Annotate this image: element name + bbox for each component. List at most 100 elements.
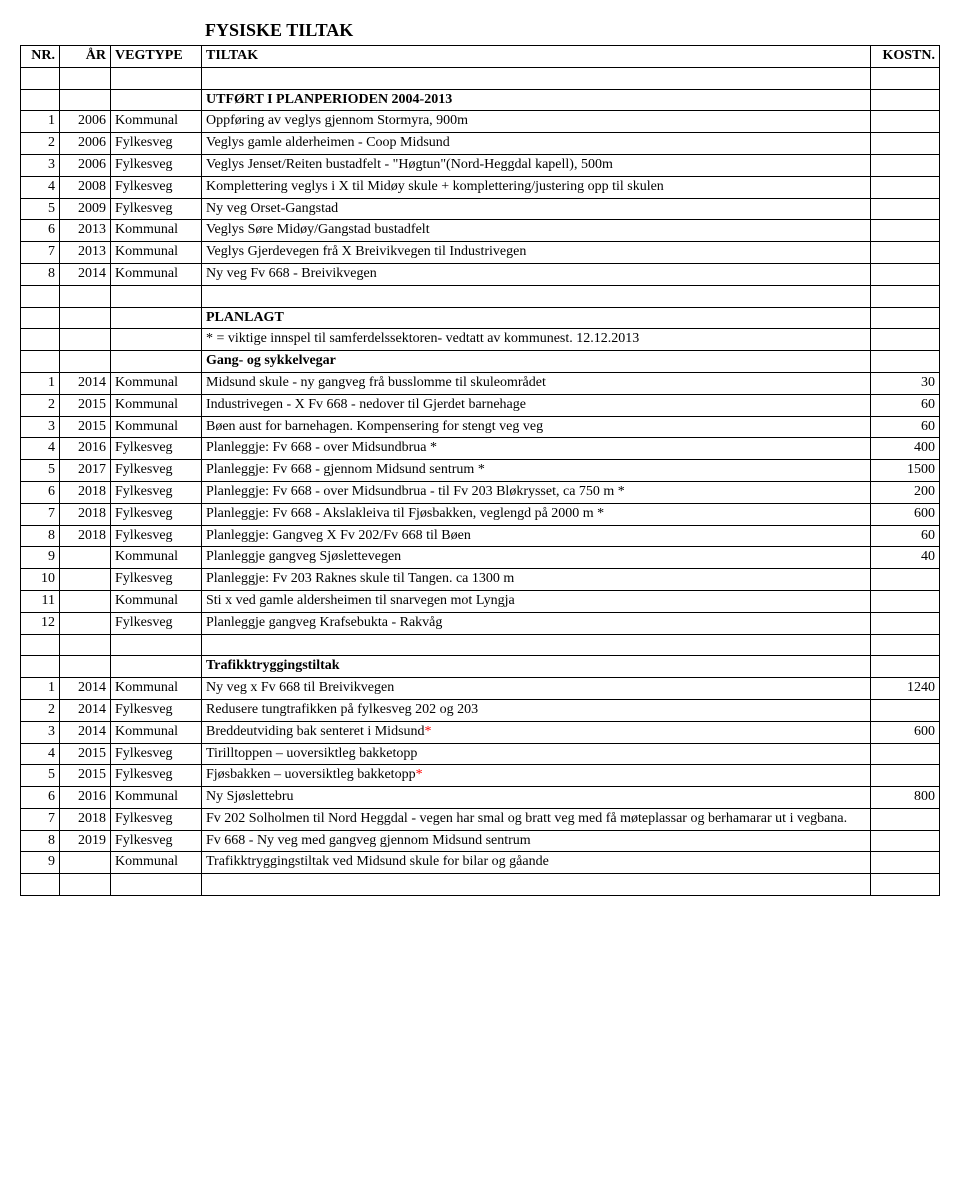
cell-nr: 1: [21, 678, 60, 700]
cell-kostn: [871, 852, 940, 874]
cell-kostn: 200: [871, 481, 940, 503]
cell-nr: 4: [21, 438, 60, 460]
table-row: 72013KommunalVeglys Gjerdevegen frå X Br…: [21, 242, 940, 264]
cell-tiltak: Planleggje gangveg Krafsebukta - Rakvåg: [202, 612, 871, 634]
table-row: 42008FylkesvegKomplettering veglys i X t…: [21, 176, 940, 198]
cell-ar: 2014: [60, 263, 111, 285]
cell-nr: 4: [21, 176, 60, 198]
cell-nr: 6: [21, 481, 60, 503]
table-row: 10FylkesvegPlanleggje: Fv 203 Raknes sku…: [21, 569, 940, 591]
cell-nr: 6: [21, 787, 60, 809]
empty-row: [21, 634, 940, 656]
cell-ar: [60, 547, 111, 569]
cell-veg: Fylkesveg: [111, 460, 202, 482]
cell-kostn: 30: [871, 372, 940, 394]
cell-nr: 5: [21, 460, 60, 482]
table-row: 42016FylkesvegPlanleggje: Fv 668 - over …: [21, 438, 940, 460]
cell-kostn: 400: [871, 438, 940, 460]
cell-veg: Kommunal: [111, 787, 202, 809]
cell-ar: 2008: [60, 176, 111, 198]
cell-tiltak: Ny Sjøslettebru: [202, 787, 871, 809]
cell-veg: Fylkesveg: [111, 569, 202, 591]
cell-ar: 2016: [60, 787, 111, 809]
cell-tiltak: Ny veg Orset-Gangstad: [202, 198, 871, 220]
cell-ar: 2018: [60, 481, 111, 503]
cell-kostn: 60: [871, 525, 940, 547]
cell-ar: 2014: [60, 678, 111, 700]
cell-kostn: [871, 220, 940, 242]
cell-tiltak: Breddeutviding bak senteret i Midsund*: [202, 721, 871, 743]
cell-ar: [60, 590, 111, 612]
table-row: 52009FylkesvegNy veg Orset-Gangstad: [21, 198, 940, 220]
cell-kostn: 800: [871, 787, 940, 809]
cell-kostn: [871, 590, 940, 612]
cell-ar: [60, 852, 111, 874]
trafikk-heading: Trafikktryggingstiltak: [202, 656, 871, 678]
table-row: 62018FylkesvegPlanleggje: Fv 668 - over …: [21, 481, 940, 503]
cell-nr: 8: [21, 830, 60, 852]
cell-nr: 12: [21, 612, 60, 634]
cell-kostn: [871, 612, 940, 634]
cell-tiltak: Planleggje: Fv 668 - Akslakleiva til Fjø…: [202, 503, 871, 525]
cell-kostn: [871, 154, 940, 176]
cell-nr: 4: [21, 743, 60, 765]
cell-veg: Kommunal: [111, 220, 202, 242]
cell-veg: Fylkesveg: [111, 176, 202, 198]
cell-tiltak: Planleggje: Fv 668 - over Midsundbrua *: [202, 438, 871, 460]
cell-nr: 3: [21, 721, 60, 743]
cell-tiltak: Veglys Gjerdevegen frå X Breivikvegen ti…: [202, 242, 871, 264]
cell-kostn: 60: [871, 394, 940, 416]
cell-nr: 1: [21, 372, 60, 394]
cell-veg: Fylkesveg: [111, 481, 202, 503]
header-row: NR. ÅR VEGTYPE TILTAK KOSTN.: [21, 46, 940, 68]
table-row: 52015FylkesvegFjøsbakken – uoversiktleg …: [21, 765, 940, 787]
gang-heading: Gang- og sykkelvegar: [202, 351, 871, 373]
cell-kostn: [871, 569, 940, 591]
cell-ar: 2015: [60, 394, 111, 416]
cell-tiltak: Veglys Jenset/Reiten bustadfelt - "Høgtu…: [202, 154, 871, 176]
table-row: 12006KommunalOppføring av veglys gjennom…: [21, 111, 940, 133]
cell-tiltak: Fjøsbakken – uoversiktleg bakketopp*: [202, 765, 871, 787]
cell-kostn: 1240: [871, 678, 940, 700]
hdr-nr: NR.: [21, 46, 60, 68]
cell-tiltak: Planleggje: Gangveg X Fv 202/Fv 668 til …: [202, 525, 871, 547]
cell-veg: Kommunal: [111, 590, 202, 612]
planlagt-note-row: * = viktige innspel til samferdelssektor…: [21, 329, 940, 351]
table-row: 52017FylkesvegPlanleggje: Fv 668 - gjenn…: [21, 460, 940, 482]
cell-veg: Kommunal: [111, 242, 202, 264]
cell-tiltak: Veglys Søre Midøy/Gangstad bustadfelt: [202, 220, 871, 242]
table-row: 9KommunalPlanleggje gangveg Sjøsletteveg…: [21, 547, 940, 569]
cell-kostn: 60: [871, 416, 940, 438]
cell-nr: 8: [21, 263, 60, 285]
planlagt-heading-row: PLANLAGT: [21, 307, 940, 329]
cell-tiltak: Oppføring av veglys gjennom Stormyra, 90…: [202, 111, 871, 133]
table-row: 82019FylkesvegFv 668 - Ny veg med gangve…: [21, 830, 940, 852]
cell-tiltak: Fv 668 - Ny veg med gangveg gjennom Mids…: [202, 830, 871, 852]
cell-tiltak: Ny veg x Fv 668 til Breivikvegen: [202, 678, 871, 700]
cell-ar: 2009: [60, 198, 111, 220]
cell-tiltak: Sti x ved gamle aldersheimen til snarveg…: [202, 590, 871, 612]
cell-ar: 2018: [60, 503, 111, 525]
cell-nr: 8: [21, 525, 60, 547]
section1-heading-row: UTFØRT I PLANPERIODEN 2004-2013: [21, 89, 940, 111]
hdr-vegtype: VEGTYPE: [111, 46, 202, 68]
hdr-ar: ÅR: [60, 46, 111, 68]
hdr-kostn: KOSTN.: [871, 46, 940, 68]
empty-row: [21, 874, 940, 896]
cell-nr: 9: [21, 547, 60, 569]
table-row: 12014KommunalNy veg x Fv 668 til Breivik…: [21, 678, 940, 700]
cell-ar: [60, 569, 111, 591]
cell-tiltak: Planleggje: Fv 203 Raknes skule til Tang…: [202, 569, 871, 591]
table-row: 72018FylkesvegPlanleggje: Fv 668 - Aksla…: [21, 503, 940, 525]
cell-kostn: [871, 699, 940, 721]
cell-tiltak: Planleggje: Fv 668 - over Midsundbrua - …: [202, 481, 871, 503]
cell-veg: Fylkesveg: [111, 743, 202, 765]
table-row: 22006FylkesvegVeglys gamle alderheimen -…: [21, 133, 940, 155]
cell-veg: Fylkesveg: [111, 503, 202, 525]
table-row: 32014KommunalBreddeutviding bak senteret…: [21, 721, 940, 743]
cell-veg: Kommunal: [111, 394, 202, 416]
table-row: 12FylkesvegPlanleggje gangveg Krafsebukt…: [21, 612, 940, 634]
cell-kostn: 40: [871, 547, 940, 569]
cell-kostn: [871, 743, 940, 765]
cell-veg: Fylkesveg: [111, 699, 202, 721]
